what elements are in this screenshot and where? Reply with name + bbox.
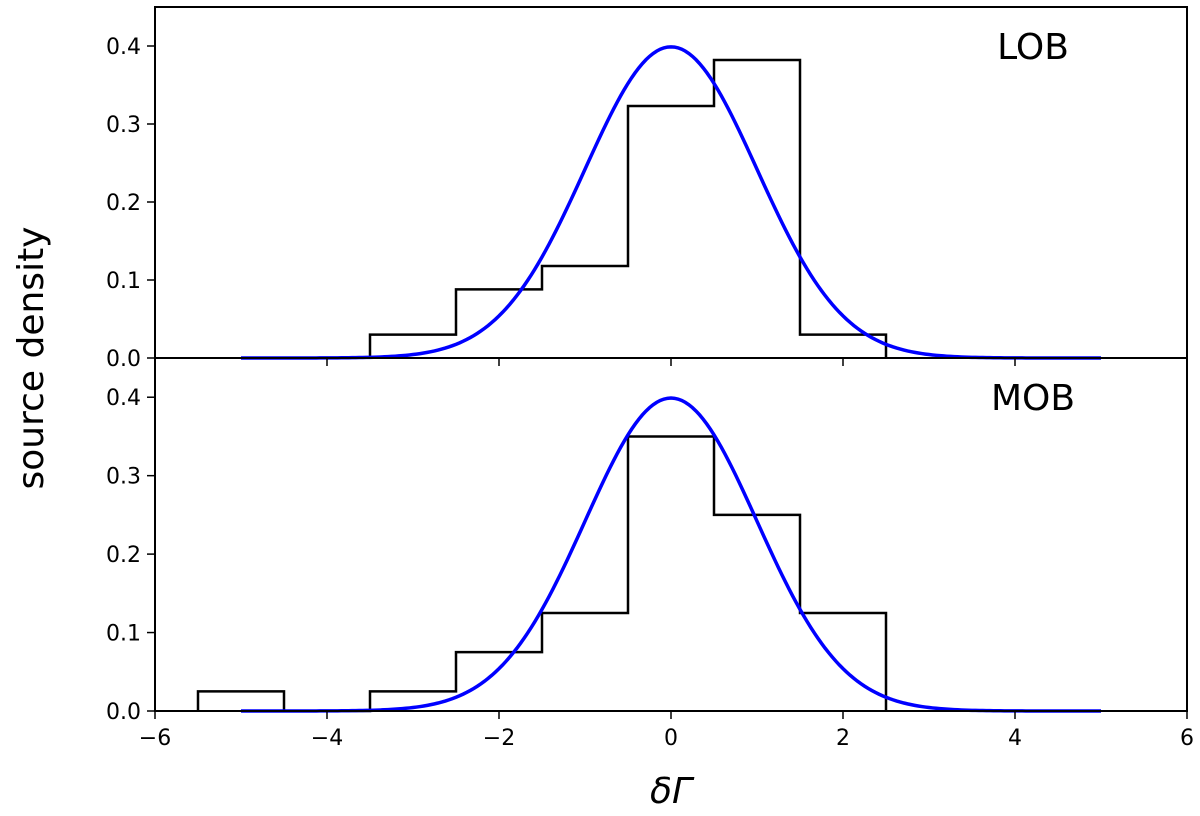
gaussian-fit-line: [241, 45, 1101, 360]
panel-label: LOB: [997, 27, 1069, 68]
y-tick-label: 0.3: [106, 465, 141, 490]
y-axis-label: source density: [11, 227, 52, 490]
x-tick-label: −4: [311, 726, 343, 751]
x-tick-label: −6: [139, 726, 171, 751]
histogram-steps: [196, 435, 888, 713]
y-tick-label: 0.1: [106, 269, 141, 294]
panel-mob: 0.0 0.1 0.2 0.3 0.4 MOB: [106, 357, 1188, 725]
x-tick-label: 6: [1180, 726, 1194, 751]
y-tick-label: 0.0: [106, 700, 141, 725]
histogram-steps: [368, 58, 888, 358]
x-axis-label: δΓ: [650, 771, 695, 812]
x-tick-label: −2: [483, 726, 515, 751]
y-tick-label: 0.2: [106, 543, 141, 568]
y-tick-label: 0.4: [106, 386, 141, 411]
x-tick-label: 4: [1008, 726, 1022, 751]
x-axis-ticks: −6 −4 −2 0 2 4 6: [139, 726, 1194, 751]
gaussian-fit-line: [241, 396, 1101, 713]
panel-lob: 0.0 0.1 0.2 0.3 0.4 LOB: [106, 6, 1188, 372]
y-tick-label: 0.1: [106, 622, 141, 647]
y-tick-label: 0.3: [106, 113, 141, 138]
y-tick-label: 0.2: [106, 191, 141, 216]
y-tick-label: 0.0: [106, 347, 141, 372]
y-tick-label: 0.4: [106, 35, 141, 60]
x-tick-label: 2: [836, 726, 850, 751]
x-tick-label: 0: [664, 726, 678, 751]
panel-label: MOB: [991, 378, 1075, 419]
